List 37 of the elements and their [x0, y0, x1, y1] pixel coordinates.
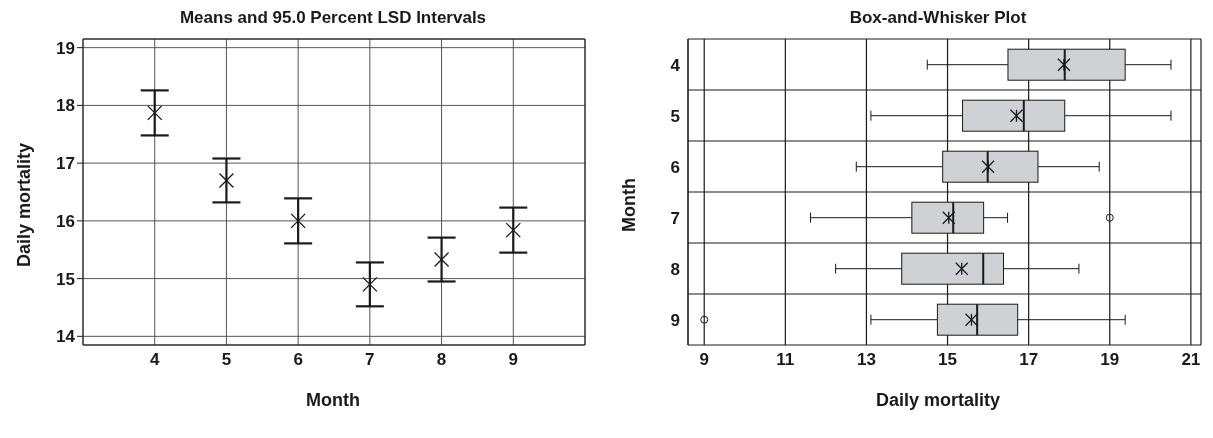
- y-tick-label: 14: [56, 327, 76, 347]
- x-tick-label: 17: [1019, 350, 1039, 370]
- y-tick-label: 5: [670, 106, 680, 126]
- y-tick-label: 8: [670, 259, 680, 279]
- x-tick-label: 8: [436, 350, 447, 370]
- x-tick-label: 5: [221, 350, 232, 370]
- y-axis-title: Daily mortality: [14, 142, 34, 268]
- x-tick-label: 6: [293, 350, 303, 370]
- x-tick-label: 4: [149, 350, 160, 370]
- x-tick-label: 13: [856, 350, 876, 370]
- y-tick-label: 16: [56, 211, 75, 231]
- x-tick-label: 19: [1100, 350, 1120, 370]
- x-tick-label: 11: [776, 350, 795, 370]
- point: [290, 213, 306, 229]
- y-tick-label: 18: [56, 96, 75, 116]
- point: [433, 251, 450, 268]
- x-axis-title: Daily mortality: [874, 390, 1001, 411]
- x-axis-title: Month: [305, 390, 361, 411]
- point: [147, 105, 163, 121]
- y-axis-title: Month: [619, 178, 639, 232]
- x-tick-label: 9: [699, 350, 709, 370]
- point: [362, 276, 378, 293]
- y-tick-label: 7: [670, 208, 680, 228]
- y-tick-label: 17: [56, 154, 75, 174]
- x-tick-label: 9: [508, 350, 519, 370]
- y-tick-label: 6: [670, 157, 680, 177]
- chart-title: Box-and-Whisker Plot: [848, 8, 1028, 29]
- x-tick-label: 15: [938, 350, 957, 370]
- x-tick-label: 21: [1181, 350, 1201, 370]
- x-tick-label: 7: [365, 350, 375, 370]
- y-tick-label: 15: [56, 269, 75, 289]
- point: [505, 222, 521, 238]
- point: [218, 172, 235, 189]
- chart-title: Means and 95.0 Percent LSD Intervals: [178, 8, 488, 29]
- y-tick-label: 9: [670, 310, 680, 330]
- y-tick-label: 4: [670, 55, 681, 75]
- y-tick-label: 19: [56, 38, 75, 58]
